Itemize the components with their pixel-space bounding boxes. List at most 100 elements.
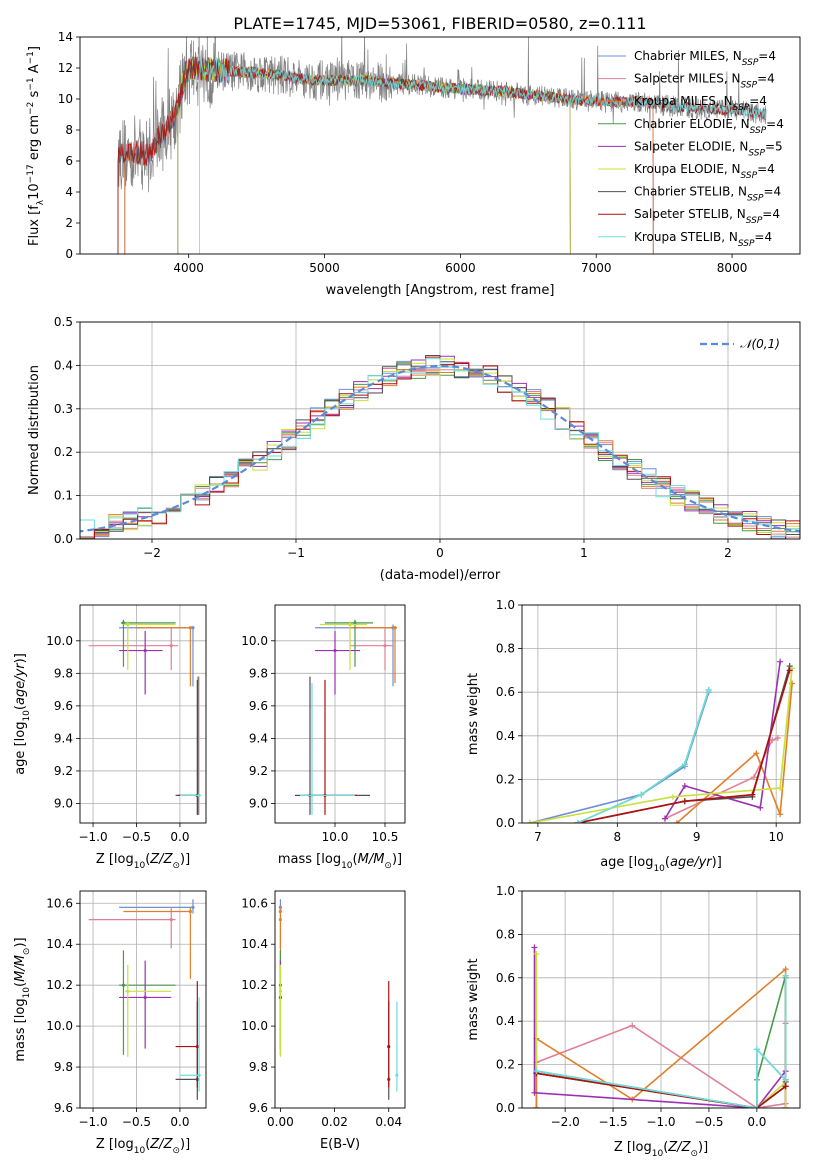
weight-marker [777, 811, 784, 818]
data-point [169, 918, 173, 922]
axes-frame [79, 604, 207, 824]
label-part: Normed distribution [27, 365, 42, 495]
x-tick-label: −1.5 [598, 1115, 627, 1129]
x-tick-label: −1 [287, 546, 305, 560]
weight-marker [782, 966, 789, 973]
weight-marker [526, 820, 533, 823]
data-point [121, 983, 126, 987]
label-part: 10 [653, 864, 665, 874]
x-tick-label: −0.5 [694, 1115, 723, 1129]
legend-entry: Chabrier MILES, NSSP=4 [634, 49, 776, 68]
weight-marker [669, 793, 676, 800]
label-part: SSP [750, 126, 767, 136]
label-part: ( [13, 982, 28, 987]
y-tick-label: 9.6 [249, 1101, 268, 1115]
label-part: E(B-V) [320, 1137, 360, 1152]
label-part: =4 [764, 185, 782, 199]
label-part: Salpeter STELIB, N [634, 207, 746, 221]
x-tick-label: 0.04 [375, 1115, 402, 1129]
weight-marker [705, 687, 712, 694]
label-part: ( [13, 705, 28, 710]
x-axis-label: Z [log10(Z/Z⊙)] [614, 1140, 708, 1159]
label-part: Chabrier ELODIE, N [634, 117, 750, 131]
y-tick-label: 0.3 [54, 402, 73, 416]
y-tick-label: 9.8 [54, 1060, 73, 1074]
label-part: 10 [341, 861, 353, 871]
weight-marker [782, 1083, 789, 1090]
y-tick-label: 6 [65, 154, 73, 168]
mass_vs_Z-axes: −1.0 −0.5 0.09.69.810.010.210.410.6Z [log1… [13, 890, 207, 1156]
weight-line [664, 661, 781, 820]
weight-marker [533, 950, 540, 957]
y-tick-label: 10.4 [241, 937, 268, 951]
label-part: −2 [26, 102, 36, 115]
label-part: A [27, 64, 42, 77]
label-part: Flux [f [27, 205, 42, 246]
label-part: 10 [652, 1149, 664, 1159]
label-part: )] [180, 1137, 190, 1152]
x-tick-label: −0.5 [122, 1115, 151, 1129]
label-part: Z/Z [149, 1137, 173, 1152]
data-point [387, 1044, 391, 1049]
label-part: Z [log [614, 1140, 652, 1155]
label-part: age/yr [670, 855, 713, 870]
y-tick-label: 0.2 [496, 772, 515, 786]
label-part: SSP [741, 171, 758, 181]
y-tick-label: 0.1 [54, 489, 73, 503]
weight-line [676, 683, 793, 823]
y-tick-label: 9.6 [249, 699, 268, 713]
y-tick-label: 0.8 [496, 642, 515, 656]
label-part: =5 [765, 139, 783, 153]
y-tick-label: 9.8 [249, 666, 268, 680]
data-point [121, 621, 126, 625]
weight-marker [749, 791, 756, 798]
axes-frame [79, 36, 801, 255]
y-tick-label: 0.8 [496, 927, 515, 941]
residuals-axes: −2 −1 0 1 2 0.0 0.1 0.2 0.3 0.4 0.5 𝒩(0,1) (data-mod… [27, 315, 801, 583]
x-tick-label: −0.5 [122, 830, 151, 844]
data-point [353, 621, 357, 625]
y-tick-label: 0 [65, 247, 73, 261]
y-tick-label: 0.6 [496, 971, 515, 985]
weight-line [533, 947, 787, 1108]
label-part: 10 [27, 183, 42, 200]
label-part: ⊙ [384, 861, 392, 871]
x-tick-label: 0.0 [747, 1115, 766, 1129]
x-tick-label: 0 [436, 546, 444, 560]
data-point [126, 622, 130, 627]
x-axis-label: E(B-V) [320, 1137, 360, 1152]
residual-histogram [80, 358, 800, 539]
y-tick-label: 14 [58, 30, 73, 44]
label-part: ( [353, 852, 358, 867]
y-tick-label: 10.0 [241, 1019, 268, 1033]
label-part: ⊙ [172, 1146, 180, 1156]
label-part: Salpeter MILES, N [634, 72, 741, 86]
x-tick-label: 4000 [173, 261, 204, 275]
label-part: (data-model)/error [380, 568, 501, 583]
data-point [191, 905, 195, 909]
label-part: )] [698, 1140, 708, 1155]
label-part: SSP [747, 194, 764, 204]
weight-marker [750, 774, 757, 781]
x-axis-label: mass [log10(M/M⊙)] [278, 852, 402, 871]
x-tick-label: −2.0 [551, 1115, 580, 1129]
label-part: )] [180, 852, 190, 867]
y-tick-label: 9.0 [54, 796, 73, 810]
label-part: ⊙ [690, 1149, 698, 1159]
mass_vs_EBV-axes: 0.00 0.02 0.04 9.6 9.8 10.0 10.2 10.4 10.6 E(B-V) [241, 890, 406, 1152]
label-part: mass weight [466, 958, 481, 1040]
y-tick-label: 4 [65, 185, 73, 199]
spectrum-plot-area [117, 37, 767, 254]
y-tick-label: 10.6 [46, 896, 73, 910]
x-tick-label: −2 [143, 546, 161, 560]
axes-frame [274, 604, 406, 824]
y-tick-label: 10.2 [46, 978, 73, 992]
y-tick-label: 10 [58, 92, 73, 106]
weight-marker [753, 1105, 760, 1108]
x-tick-label: 5000 [309, 261, 340, 275]
label-part: 10 [22, 987, 32, 999]
data-point [126, 989, 130, 993]
y-tick-label: 1.0 [496, 884, 515, 898]
age_vs_Z-axes: −1.0 −0.5 0.09.09.29.49.69.810.0Z [log10(Z… [13, 604, 207, 871]
label-part: SSP [733, 103, 750, 113]
